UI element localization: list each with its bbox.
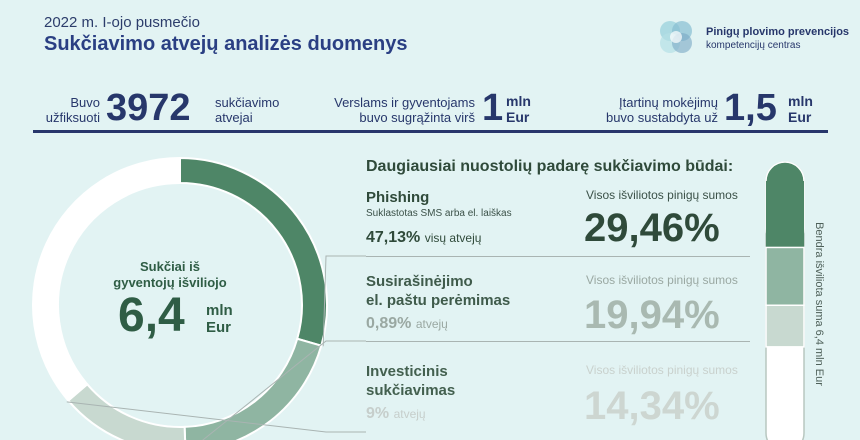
method-amount-label: Visos išviliotos pinigų sumos — [586, 363, 738, 377]
donut-total-unit: mln Eur — [206, 302, 233, 336]
stat-cases-pre-1: Buvo — [70, 95, 100, 110]
method-amount-pct: 14,34% — [584, 384, 720, 428]
page-title: Sukčiavimo atvejų analizės duomenys — [44, 33, 408, 55]
method-name-line2: el. paštu perėmimas — [366, 292, 511, 309]
connector-line — [202, 340, 366, 440]
method-share-suffix: atvejų — [393, 407, 426, 421]
report-period: 2022 m. I-ojo pusmečio — [44, 14, 200, 31]
method-share-pct: 9% — [366, 405, 390, 422]
stat-stopped-pre-2: buvo sustabdyta už — [605, 110, 718, 125]
method-amount-label: Visos išviliotos pinigų sumos — [586, 188, 738, 202]
method-share-suffix: atvejų — [415, 317, 448, 331]
donut-segments — [32, 156, 328, 440]
org-name: Pinigų plovimo prevencijos — [706, 26, 850, 38]
method-name-line1: Investicinis — [366, 363, 448, 380]
connector-lines — [66, 255, 366, 440]
method-subtitle: Suklastotas SMS arba el. laiškas — [366, 208, 512, 219]
stat-stopped-unit-2: Eur — [788, 109, 812, 125]
stats-divider-line — [33, 130, 828, 133]
stacked-bar-segments — [765, 161, 805, 348]
method-share: 0,89% atvejų — [366, 315, 448, 333]
method-share: 9% atvejų — [366, 405, 426, 423]
method-name: Susirašinėjimo el. paštu perėmimas — [366, 272, 510, 310]
stacked-bar-segment-fill — [766, 181, 804, 248]
connector-line — [66, 401, 366, 433]
method-amount-pct: 19,94% — [584, 293, 720, 337]
stat-returned-unit-1: mln — [506, 93, 531, 109]
stat-returned-pre-2: buvo sugrąžinta virš — [359, 110, 475, 125]
donut-total-value: 6,4 — [118, 289, 185, 342]
total-side-label: Bendra išviliota suma 6,4 mln Eur — [812, 210, 826, 400]
donut-total-unit-2: Eur — [206, 319, 232, 336]
stat-cases-post-1: sukčiavimo — [215, 95, 280, 110]
method-name: Phishing — [366, 189, 430, 206]
stat-cases-value: 3972 — [106, 87, 191, 129]
stat-stopped-pre-1: Įtartinų mokėjimų — [619, 95, 718, 110]
donut-slice-remainder — [32, 156, 181, 402]
method-share-suffix: visų atvejų — [424, 231, 482, 245]
methods-title: Daugiausiai nuostolių padarę sukčiavimo … — [366, 158, 734, 175]
stat-cases-post-2: atvejai — [215, 110, 253, 125]
interlocking-circles-logo-icon — [660, 21, 692, 53]
method-name: Investicinis sukčiavimas — [366, 362, 455, 400]
org-subname: kompetencijų centras — [706, 40, 801, 51]
method-divider — [366, 341, 750, 342]
connector-line — [322, 255, 366, 347]
stacked-bar-segment — [765, 304, 805, 348]
donut-slice — [179, 156, 328, 347]
method-name-line2: sukčiavimas — [366, 382, 456, 399]
stat-returned-unit-2: Eur — [506, 109, 530, 125]
method-amount-label: Visos išviliotos pinigų sumos — [586, 273, 738, 287]
donut-slice — [66, 382, 187, 440]
method-name-line1: Susirašinėjimo — [366, 273, 473, 290]
donut-label: Sukčiai iš gyventojų išviliojo — [92, 259, 248, 291]
total-side-label-text: Bendra išviliota suma 6,4 mln Eur — [813, 222, 825, 386]
method-amount-pct: 29,46% — [584, 206, 720, 250]
stacked-bar — [765, 161, 805, 440]
method-share: 47,13% visų atvejų — [366, 229, 481, 247]
stat-stopped-value: 1,5 — [724, 87, 777, 129]
donut-slice — [183, 337, 323, 440]
stat-stopped: Įtartinų mokėjimų buvo sustabdyta už 1,5… — [590, 87, 820, 129]
method-divider — [366, 256, 750, 257]
stat-stopped-unit-1: mln — [788, 93, 813, 109]
stat-returned: Verslams ir gyventojams buvo sugrąžinta … — [300, 87, 560, 129]
donut-label-line2: gyventojų išviliojo — [113, 275, 227, 290]
stat-cases: Buvo užfiksuoti 3972 sukčiavimo atvejai — [44, 87, 280, 129]
donut-total-unit-1: mln — [206, 302, 233, 319]
stacked-bar-segment — [765, 246, 805, 307]
stat-returned-value: 1 — [482, 87, 504, 129]
stat-returned-pre-1: Verslams ir gyventojams — [334, 95, 475, 110]
donut-label-line1: Sukčiai iš — [140, 259, 200, 274]
method-share-pct: 0,89% — [366, 315, 412, 332]
method-share-pct: 47,13% — [366, 229, 421, 246]
stat-cases-pre-2: užfiksuoti — [45, 110, 100, 125]
